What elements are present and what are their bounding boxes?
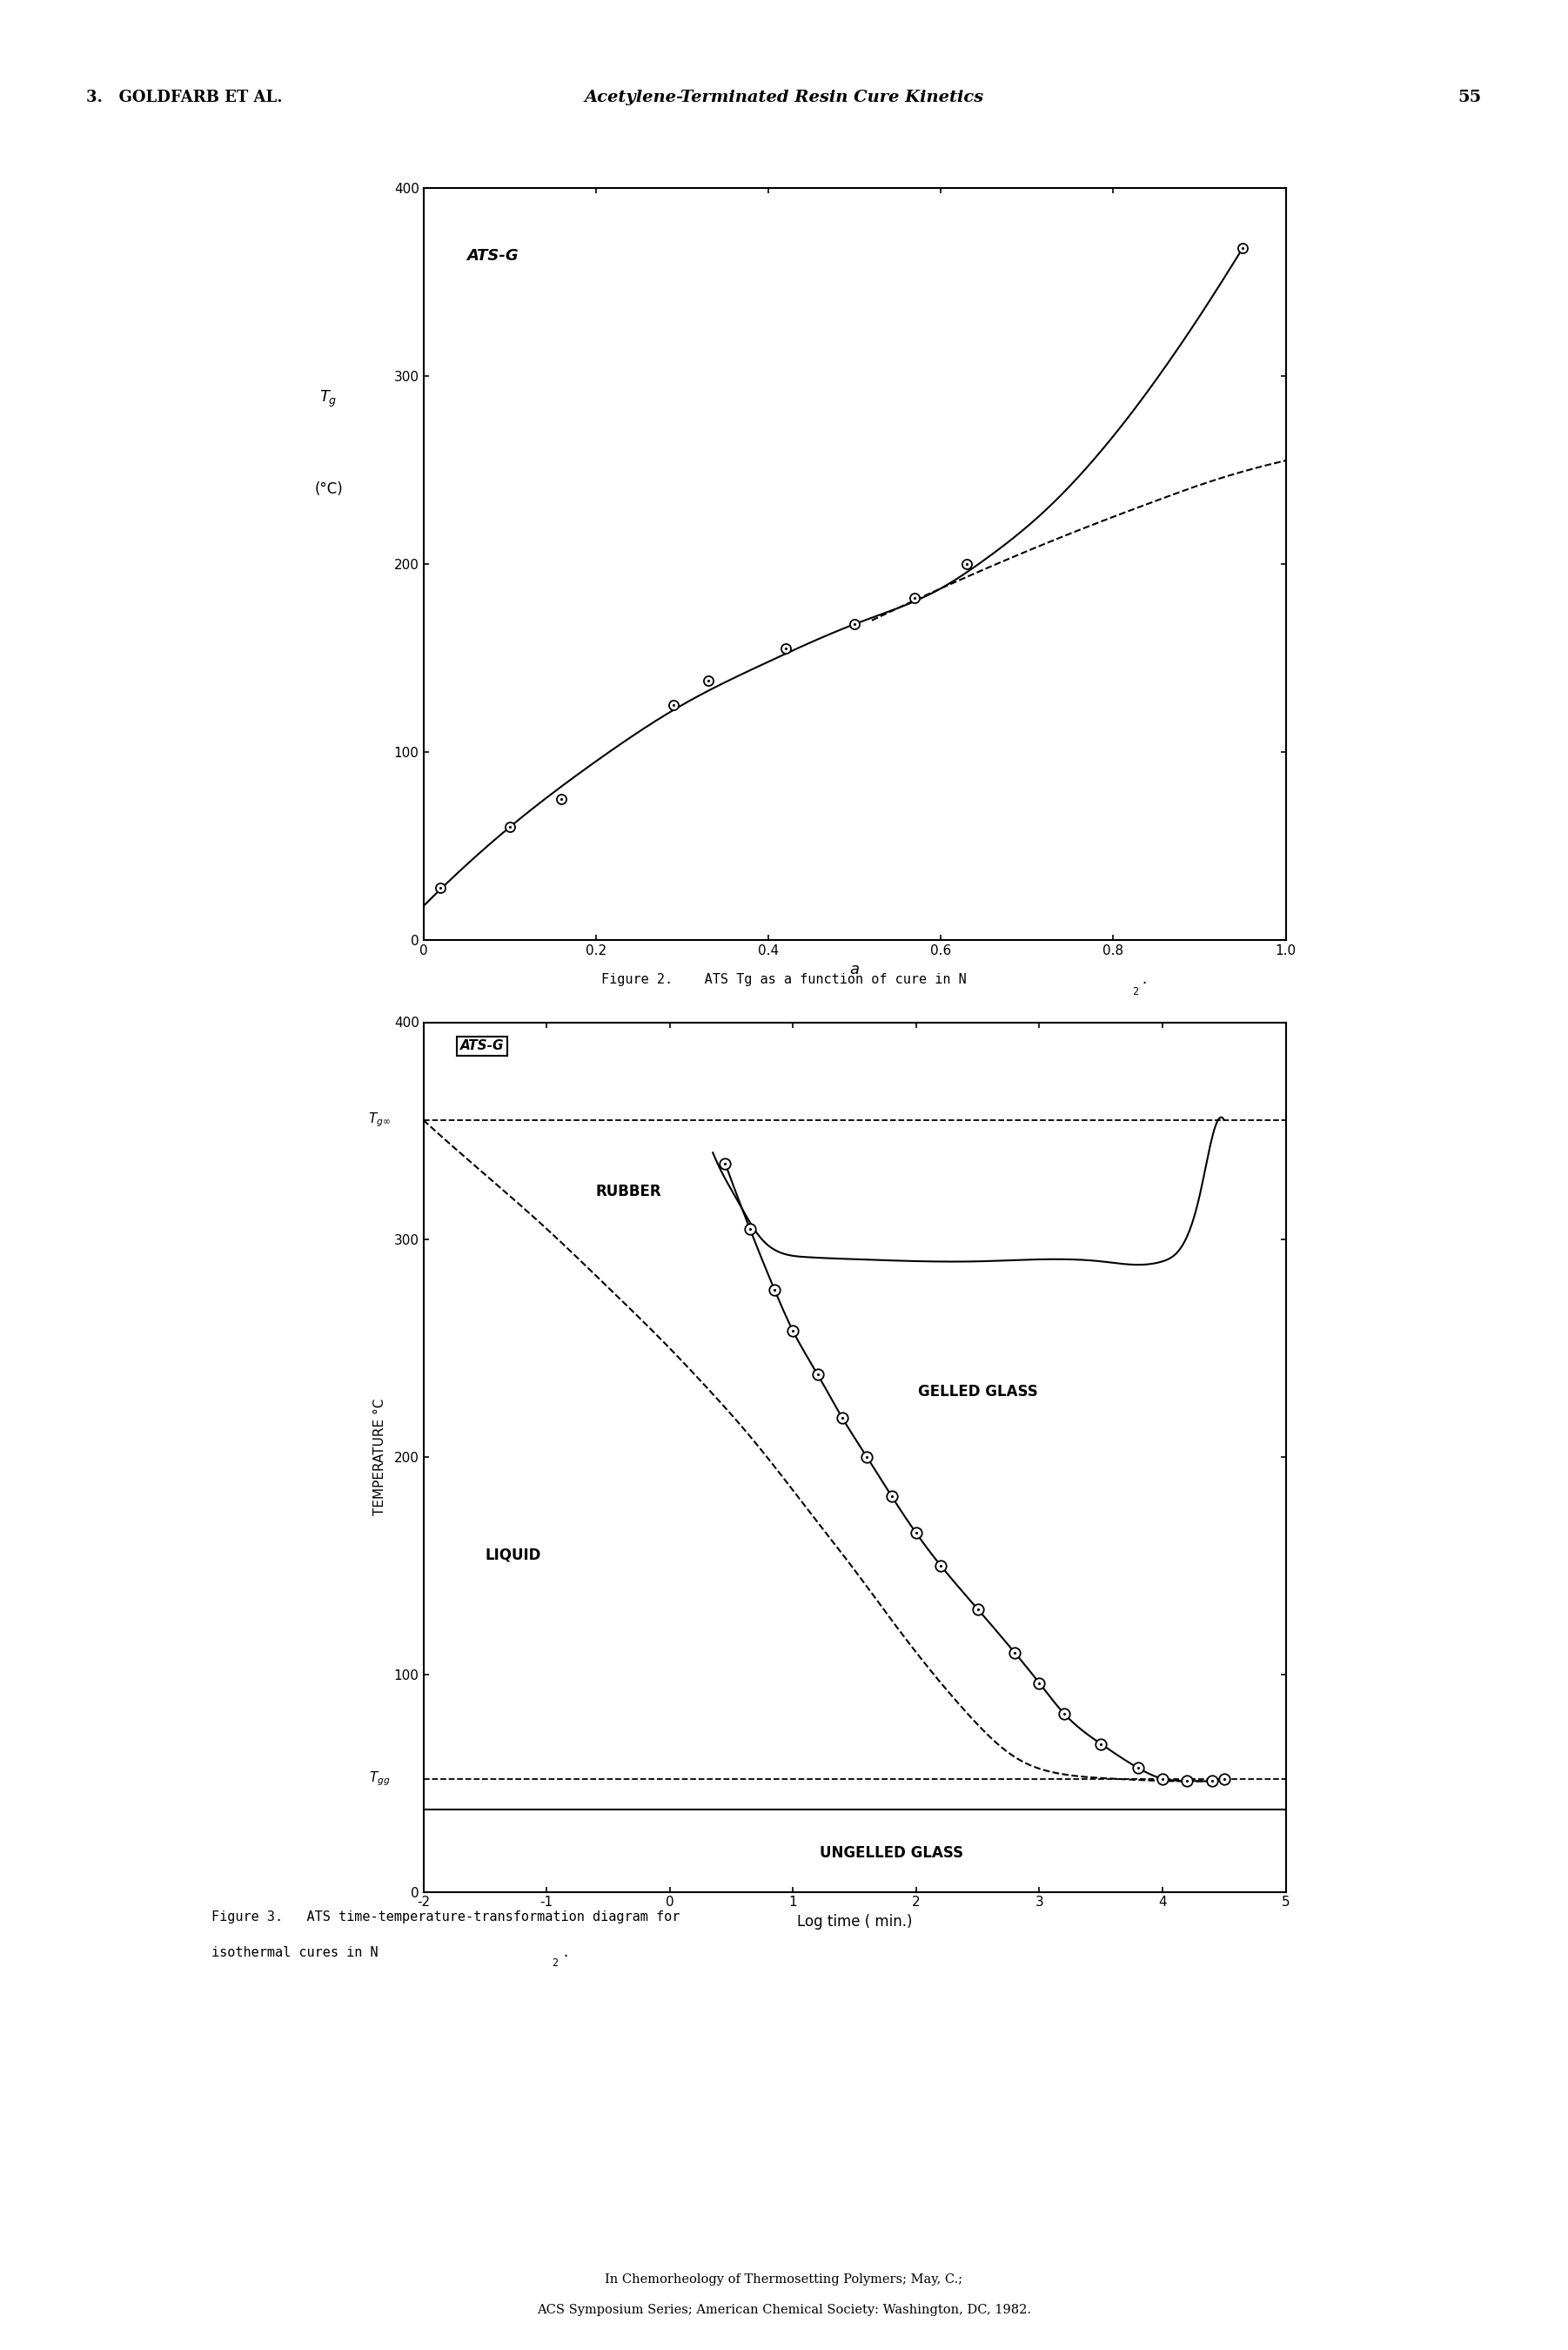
Text: RUBBER: RUBBER [596, 1184, 662, 1198]
Text: Acetylene-Terminated Resin Cure Kinetics: Acetylene-Terminated Resin Cure Kinetics [585, 89, 983, 106]
Y-axis label: TEMPERATURE °C: TEMPERATURE °C [373, 1398, 387, 1516]
Text: 55: 55 [1458, 89, 1482, 106]
Text: ACS Symposium Series; American Chemical Society: Washington, DC, 1982.: ACS Symposium Series; American Chemical … [536, 2303, 1032, 2317]
Text: .: . [561, 1946, 569, 1960]
Text: UNGELLED GLASS: UNGELLED GLASS [820, 1845, 963, 1861]
Text: $T_{g\infty}$: $T_{g\infty}$ [367, 1112, 390, 1128]
X-axis label: a: a [850, 961, 859, 978]
Text: 2: 2 [552, 1958, 558, 1969]
Text: In Chemorheology of Thermosetting Polymers; May, C.;: In Chemorheology of Thermosetting Polyme… [605, 2272, 963, 2287]
Text: GELLED GLASS: GELLED GLASS [917, 1384, 1038, 1401]
X-axis label: Log time ( min.): Log time ( min.) [797, 1913, 913, 1929]
Text: $T_g$: $T_g$ [320, 388, 337, 409]
Text: (°C): (°C) [314, 482, 343, 496]
Text: isothermal cures in N: isothermal cures in N [212, 1946, 378, 1960]
Text: .: . [1140, 973, 1148, 987]
Text: Figure 2.    ATS Tg as a function of cure in N: Figure 2. ATS Tg as a function of cure i… [602, 973, 966, 987]
Text: ATS-G: ATS-G [461, 1039, 505, 1053]
Text: ATS-G: ATS-G [467, 249, 519, 263]
Text: $T_{gg}$: $T_{gg}$ [368, 1770, 390, 1788]
Text: Figure 3.   ATS time-temperature-transformation diagram for: Figure 3. ATS time-temperature-transform… [212, 1911, 681, 1925]
Text: 2: 2 [1132, 987, 1138, 996]
Text: LIQUID: LIQUID [485, 1546, 541, 1563]
Text: 3.   GOLDFARB ET AL.: 3. GOLDFARB ET AL. [86, 89, 282, 106]
